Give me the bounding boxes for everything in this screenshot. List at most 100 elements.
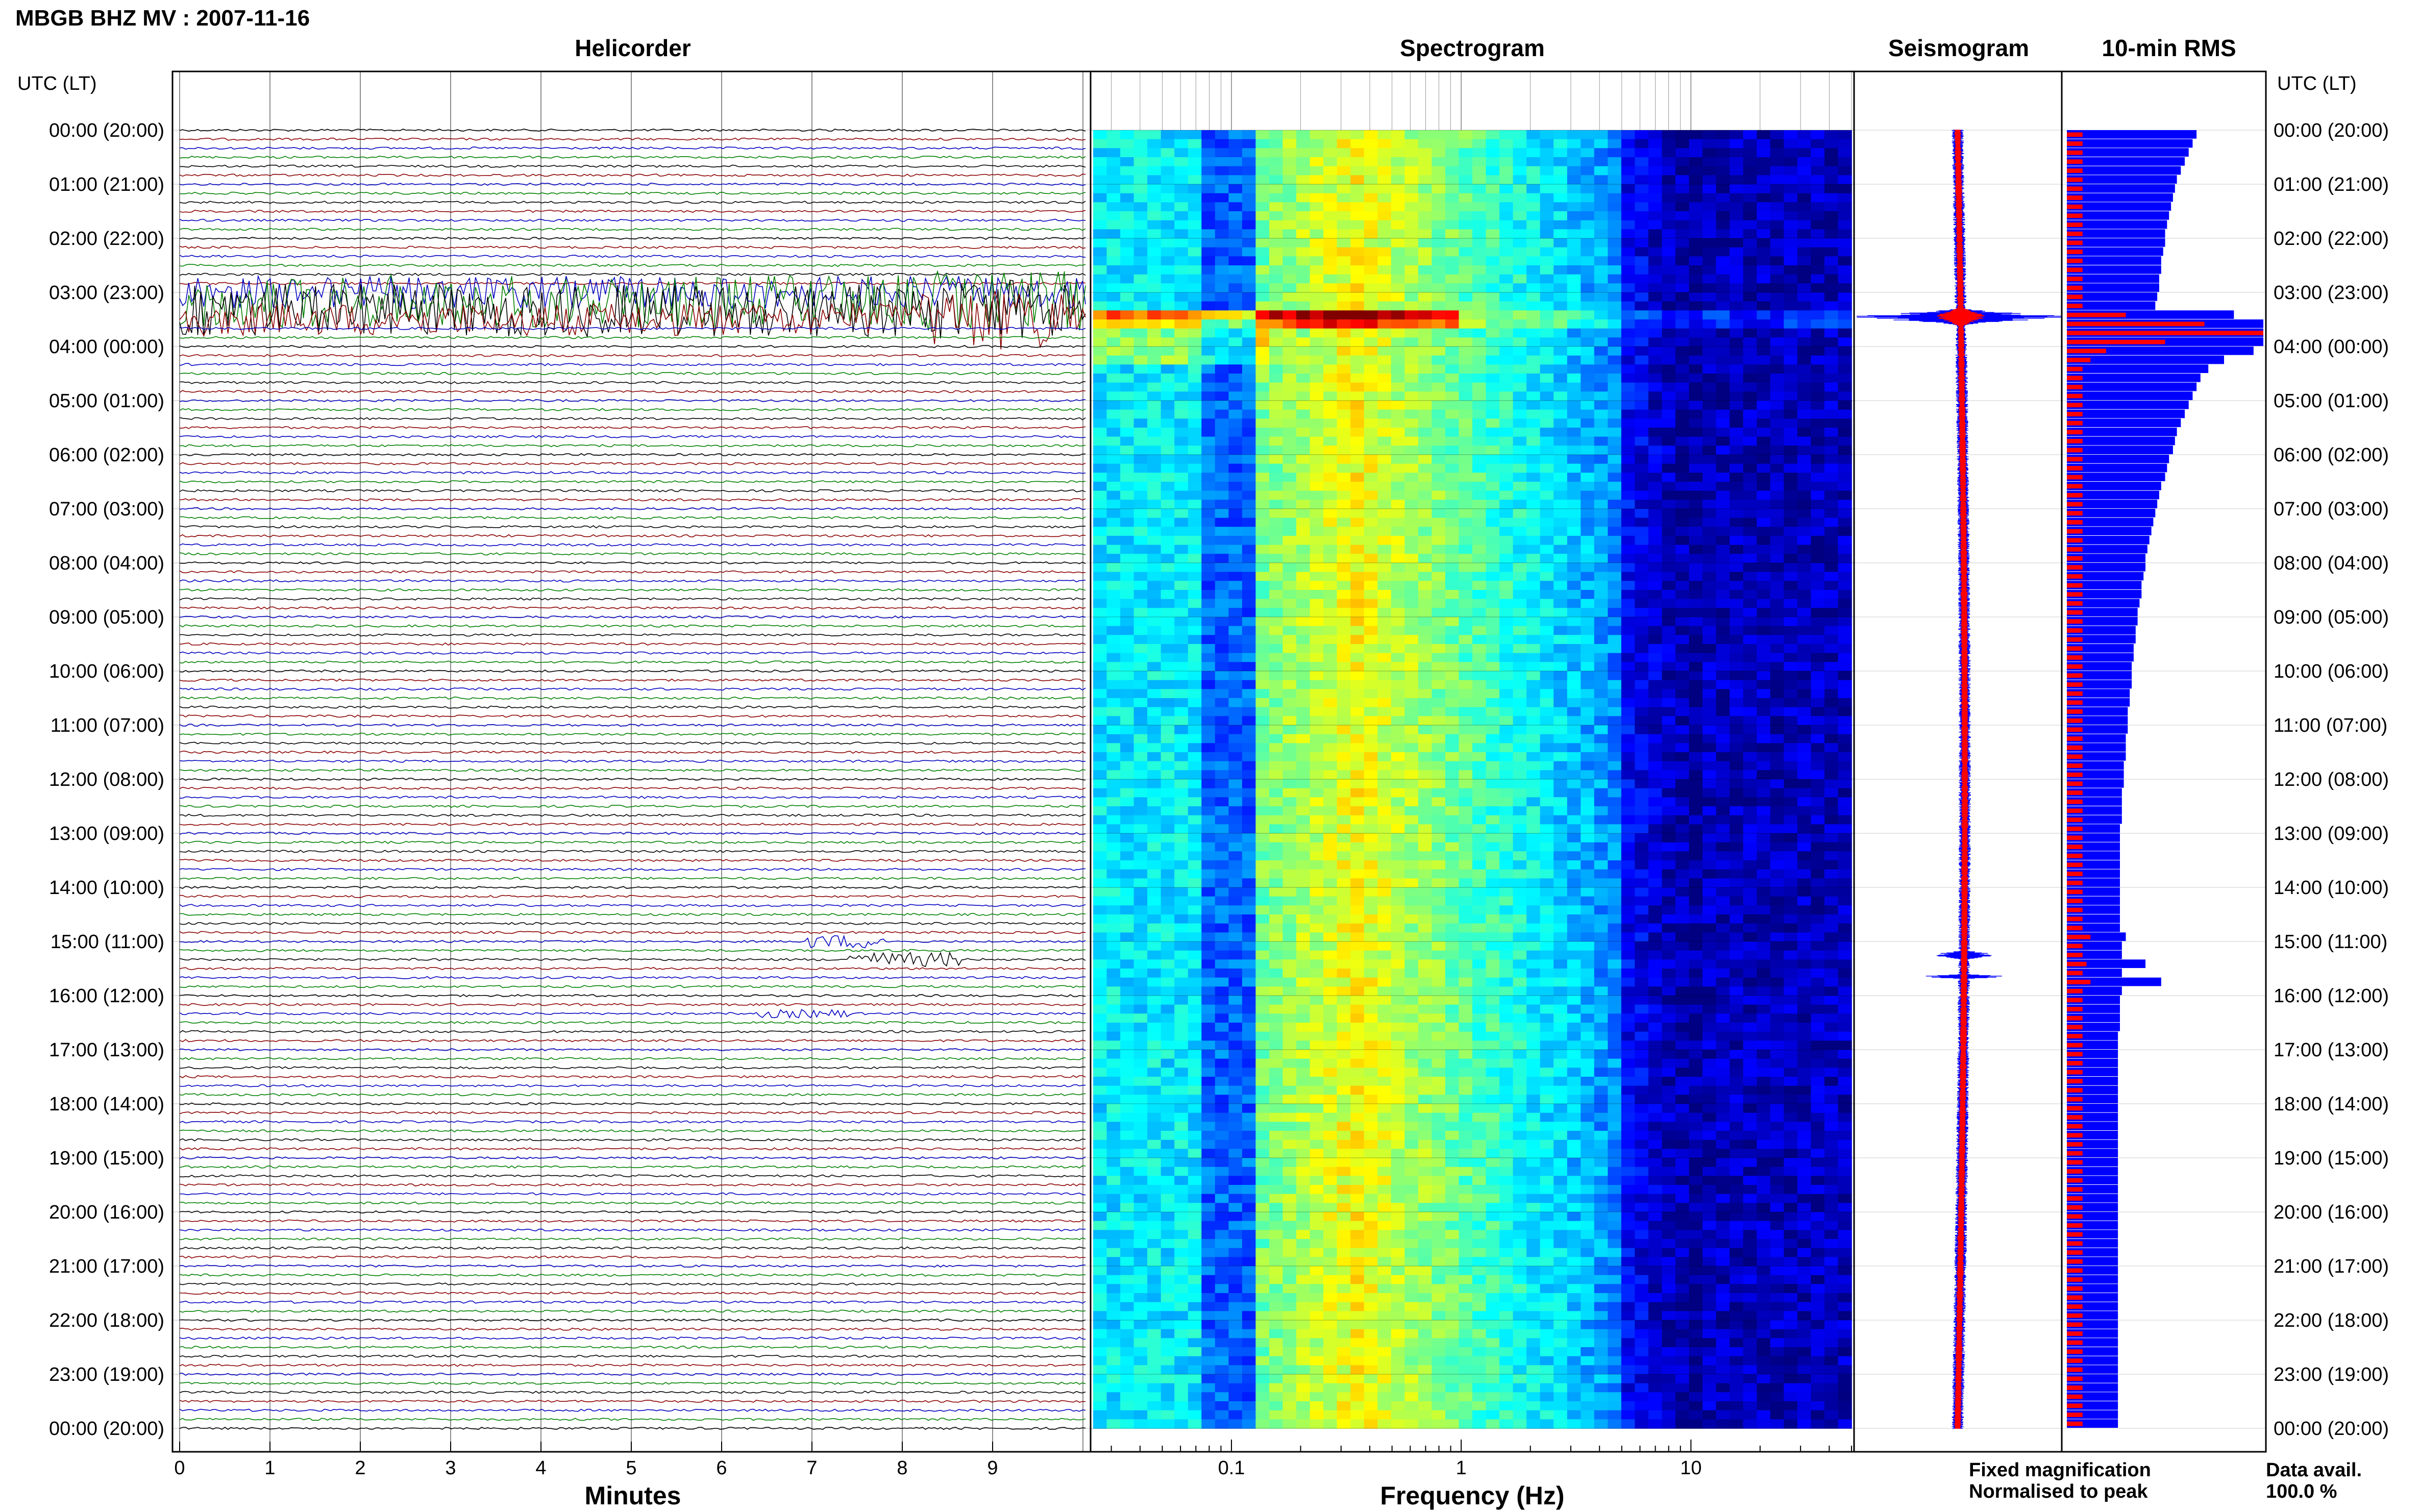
- spectrogram-cell: [1838, 544, 1852, 555]
- spectrogram-cell: [1553, 202, 1568, 212]
- spectrogram-cell: [1188, 337, 1202, 347]
- spectrogram-cell: [1838, 671, 1852, 681]
- spectrogram-cell: [1228, 869, 1243, 879]
- spectrogram-cell: [1377, 590, 1392, 600]
- spectrogram-cell: [1689, 445, 1703, 455]
- spectrogram-cell: [1540, 536, 1554, 546]
- spectrogram-cell: [1364, 301, 1378, 311]
- spectrogram-cell: [1323, 761, 1338, 771]
- spectrogram-cell: [1513, 851, 1527, 861]
- spectrogram-cell: [1472, 256, 1487, 266]
- spectrogram-cell: [1418, 806, 1433, 816]
- spectrogram-cell: [1337, 418, 1351, 428]
- spectrogram-cell: [1581, 166, 1595, 176]
- spectrogram-cell: [1662, 698, 1676, 708]
- spectrogram-cell: [1757, 824, 1771, 834]
- spectrogram-cell: [1486, 482, 1500, 491]
- spectrogram-cell: [1824, 274, 1839, 284]
- spectrogram-cell: [1269, 139, 1283, 149]
- spectrogram-cell: [1581, 572, 1595, 582]
- spectrogram-cell: [1093, 779, 1107, 789]
- spectrogram-cell: [1242, 256, 1256, 266]
- spectrogram-cell: [1635, 337, 1649, 347]
- spectrogram-cell: [1689, 238, 1703, 248]
- spectrogram-cell: [1323, 851, 1338, 861]
- spectrogram-cell: [1553, 752, 1568, 762]
- spectrogram-cell: [1350, 310, 1365, 320]
- spectrogram-cell: [1323, 617, 1338, 627]
- spectrogram-cell: [1310, 139, 1324, 149]
- spectrogram-cell: [1269, 716, 1283, 726]
- spectrogram-cell: [1431, 401, 1446, 410]
- spectrogram-cell: [1770, 166, 1785, 176]
- spectrogram-cell: [1553, 689, 1568, 699]
- spectrogram-cell: [1824, 527, 1839, 536]
- spectrogram-cell: [1581, 436, 1595, 447]
- spectrogram-cell: [1282, 374, 1297, 383]
- spectrogram-cell: [1743, 355, 1757, 365]
- spectrogram-cell: [1702, 310, 1717, 320]
- spectrogram-cell: [1472, 463, 1487, 474]
- spectrogram-cell: [1391, 860, 1405, 870]
- spectrogram-cell: [1730, 608, 1744, 617]
- spectrogram-cell: [1635, 707, 1649, 717]
- spectrogram-cell: [1404, 220, 1419, 230]
- spectrogram-cell: [1513, 247, 1527, 257]
- helicorder-trace: [179, 1111, 1086, 1114]
- spectrogram-cell: [1675, 473, 1690, 482]
- spectrogram-cell: [1662, 517, 1676, 528]
- spectrogram-cell: [1242, 860, 1256, 870]
- helicorder-trace: [179, 858, 1085, 862]
- spectrogram-cell: [1594, 806, 1609, 816]
- spectrogram-cell: [1377, 274, 1392, 284]
- helicorder-trace: [179, 1282, 1086, 1286]
- spectrogram-cell: [1824, 716, 1839, 726]
- spectrogram-cell: [1540, 581, 1554, 590]
- spectrogram-cell: [1310, 166, 1324, 176]
- spectrogram-cell: [1567, 716, 1582, 726]
- spectrogram-cell: [1838, 716, 1852, 726]
- spectrogram-cell: [1730, 130, 1744, 140]
- spectrogram-cell: [1689, 455, 1703, 464]
- spectrogram-cell: [1337, 364, 1351, 374]
- spectrogram-cell: [1242, 139, 1256, 149]
- spectrogram-cell: [1161, 653, 1175, 663]
- spectrogram-cell: [1608, 617, 1622, 627]
- spectrogram-cell: [1093, 662, 1107, 672]
- spectrogram-cell: [1648, 608, 1663, 617]
- spectrogram-cell: [1716, 229, 1730, 239]
- spectrogram-cell: [1689, 554, 1703, 563]
- helicorder-trace: [179, 344, 1086, 349]
- spectrogram-cell: [1215, 563, 1229, 573]
- spectrogram-cell: [1255, 617, 1270, 627]
- spectrogram-cell: [1404, 617, 1419, 627]
- spectrogram-cell: [1377, 148, 1392, 158]
- spectrogram-cell: [1350, 229, 1365, 239]
- spectrogram-cell: [1472, 644, 1487, 654]
- helicorder-title: Helicorder: [575, 35, 691, 61]
- spectrogram-cell: [1635, 806, 1649, 816]
- spectrogram-cell: [1472, 887, 1487, 897]
- spectrogram-cell: [1120, 247, 1134, 257]
- spectrogram-cell: [1228, 752, 1243, 762]
- spectrogram-cell: [1269, 752, 1283, 762]
- spectrogram-cell: [1215, 436, 1229, 447]
- spectrogram-cell: [1188, 752, 1202, 762]
- spectrogram-cell: [1581, 139, 1595, 149]
- spectrogram-cell: [1797, 752, 1812, 762]
- spectrogram-cell: [1350, 788, 1365, 798]
- spectrogram-cell: [1608, 878, 1622, 888]
- spectrogram-cell: [1431, 463, 1446, 474]
- spectrogram-cell: [1689, 256, 1703, 266]
- spectrogram-cell: [1499, 653, 1514, 663]
- spectrogram-cell: [1540, 436, 1554, 447]
- spectrogram-cell: [1648, 409, 1663, 419]
- spectrogram-cell: [1621, 265, 1636, 275]
- helicorder-trace: [179, 498, 1086, 502]
- spectrogram-cell: [1093, 175, 1107, 185]
- spectrogram-cell: [1255, 374, 1270, 383]
- spectrogram-cell: [1621, 698, 1636, 708]
- spectrogram-cell: [1526, 788, 1541, 798]
- helicorder-trace: [179, 912, 1086, 916]
- spectrogram-cell: [1567, 563, 1582, 573]
